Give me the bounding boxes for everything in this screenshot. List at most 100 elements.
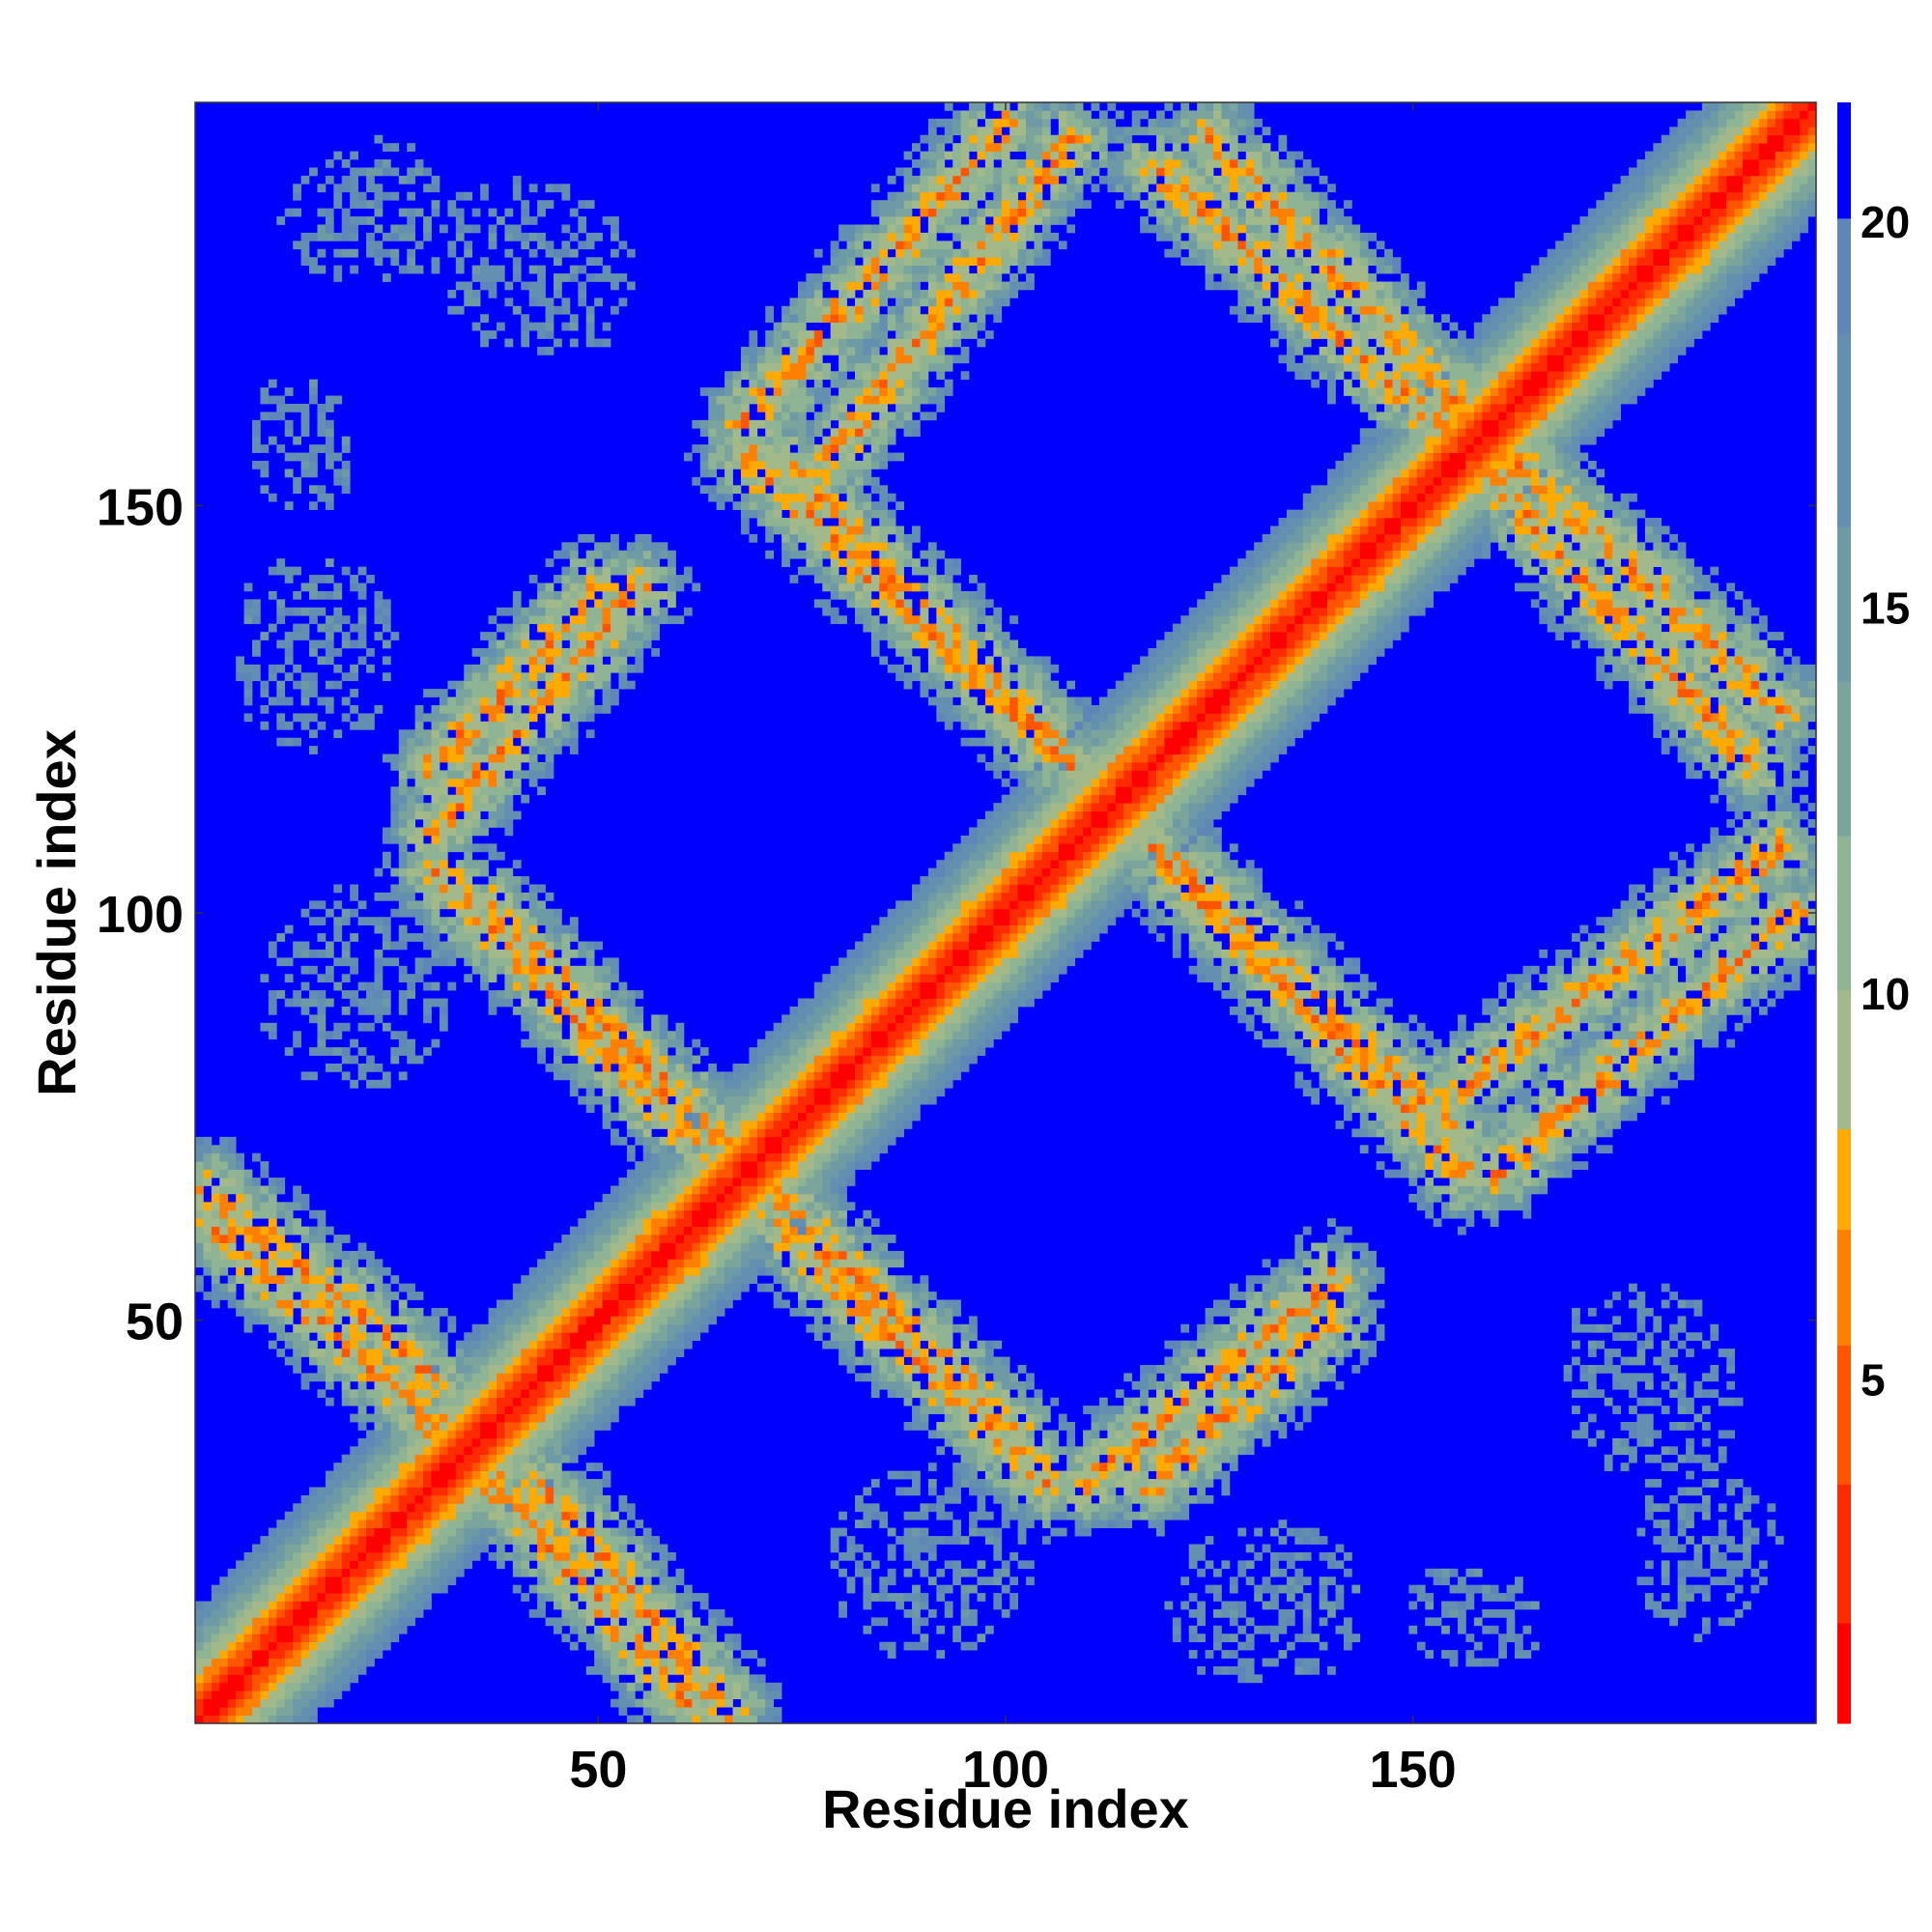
heatmap-cell xyxy=(521,1479,530,1488)
heatmap-cell xyxy=(447,1494,465,1504)
heatmap-cell xyxy=(545,1503,554,1513)
heatmap-cell xyxy=(1009,1487,1035,1496)
heatmap-cell xyxy=(708,1625,718,1634)
heatmap-cell xyxy=(659,1634,668,1643)
heatmap-cell xyxy=(1629,1430,1637,1439)
heatmap-cell xyxy=(1473,1071,1492,1081)
heatmap-cell xyxy=(1539,1121,1556,1129)
heatmap-cell xyxy=(528,1430,538,1439)
heatmap-cell xyxy=(618,1601,636,1610)
heatmap-cell xyxy=(1473,1169,1483,1179)
heatmap-cell xyxy=(635,1299,644,1309)
heatmap-cell xyxy=(1416,1022,1426,1032)
heatmap-cell xyxy=(1693,1389,1703,1399)
heatmap-cell xyxy=(912,1560,921,1570)
heatmap-cell xyxy=(806,1226,815,1236)
heatmap-cell xyxy=(268,1577,286,1586)
heatmap-cell xyxy=(952,1364,961,1374)
heatmap-cell xyxy=(545,1511,554,1520)
heatmap-cell xyxy=(993,1031,1003,1040)
heatmap-cell xyxy=(1547,1071,1564,1081)
heatmap-cell xyxy=(1677,1373,1687,1382)
heatmap-cell xyxy=(602,1218,611,1227)
heatmap-cell xyxy=(895,1332,913,1342)
heatmap-cell xyxy=(944,1601,953,1610)
heatmap-cell xyxy=(740,1218,766,1227)
heatmap-cell xyxy=(496,1307,514,1317)
heatmap-cell xyxy=(1098,1397,1108,1406)
heatmap-cell xyxy=(1180,1494,1198,1504)
heatmap-cell xyxy=(211,1185,220,1195)
heatmap-cell xyxy=(1416,1593,1426,1602)
heatmap-cell xyxy=(1335,1250,1345,1260)
heatmap-cell xyxy=(1522,1193,1532,1203)
heatmap-cell xyxy=(504,1430,514,1439)
heatmap-cell xyxy=(293,1568,301,1577)
heatmap-cell xyxy=(1677,1006,1687,1015)
heatmap-cell xyxy=(969,1568,978,1577)
heatmap-cell xyxy=(496,1406,505,1414)
heatmap-cell xyxy=(651,1071,660,1081)
heatmap-cell xyxy=(920,1527,929,1537)
heatmap-cell xyxy=(1376,1275,1385,1285)
heatmap-cell xyxy=(683,1063,693,1072)
heatmap-cell xyxy=(830,1095,839,1105)
heatmap-cell xyxy=(260,1307,270,1317)
heatmap-cell xyxy=(309,1536,318,1545)
heatmap-cell xyxy=(1254,1389,1263,1399)
heatmap-cell xyxy=(1041,1463,1051,1471)
heatmap-cell xyxy=(708,1218,718,1227)
heatmap-cell xyxy=(1408,1047,1418,1056)
heatmap-cell xyxy=(1563,1364,1573,1374)
heatmap-cell xyxy=(602,1292,619,1300)
heatmap-cell xyxy=(1107,1494,1117,1504)
heatmap-cell xyxy=(1180,1397,1190,1406)
heatmap-cell xyxy=(855,1006,864,1015)
heatmap-cell xyxy=(350,1266,359,1276)
heatmap-cell xyxy=(407,1307,416,1317)
heatmap-cell xyxy=(1572,1095,1589,1105)
heatmap-cell xyxy=(1319,1055,1328,1065)
heatmap-cell xyxy=(1416,1104,1442,1113)
heatmap-cell xyxy=(732,1121,742,1129)
heatmap-cell xyxy=(1172,1446,1181,1456)
heatmap-cell xyxy=(651,1715,676,1724)
heatmap-cell xyxy=(554,1601,562,1610)
heatmap-cell xyxy=(1457,1608,1466,1618)
heatmap-cell xyxy=(675,1690,685,1700)
heatmap-cell xyxy=(350,1316,359,1325)
heatmap-cell xyxy=(1180,1430,1198,1439)
heatmap-cell xyxy=(618,1364,628,1374)
heatmap-plot-area xyxy=(194,101,1817,1724)
heatmap-cell xyxy=(813,1323,823,1333)
heatmap-cell xyxy=(927,1551,937,1561)
heatmap-cell xyxy=(382,1340,391,1350)
heatmap-cell xyxy=(618,1625,636,1634)
heatmap-cell xyxy=(357,1503,367,1513)
heatmap-cell xyxy=(585,1373,603,1382)
heatmap-cell xyxy=(1587,1136,1597,1146)
heatmap-cell xyxy=(325,1283,334,1293)
heatmap-cell xyxy=(545,1299,554,1309)
heatmap-cell xyxy=(960,1406,970,1414)
heatmap-cell xyxy=(471,1397,481,1406)
heatmap-cell xyxy=(488,1380,497,1390)
heatmap-cell xyxy=(1433,1193,1442,1203)
heatmap-cell xyxy=(366,1463,384,1471)
heatmap-cell xyxy=(471,1544,489,1553)
heatmap-cell xyxy=(1302,1634,1312,1643)
heatmap-cell xyxy=(1286,1323,1312,1333)
heatmap-cell xyxy=(407,1584,424,1594)
heatmap-cell xyxy=(602,1266,611,1276)
heatmap-cell xyxy=(692,1185,701,1195)
heatmap-cell xyxy=(675,1608,685,1618)
heatmap-cell xyxy=(708,1178,718,1186)
heatmap-cell xyxy=(635,1095,644,1105)
heatmap-cell xyxy=(252,1674,270,1684)
heatmap-cell xyxy=(708,1715,725,1724)
heatmap-cell xyxy=(1205,1380,1214,1390)
heatmap-cell xyxy=(927,1323,953,1333)
heatmap-cell xyxy=(398,1601,408,1610)
heatmap-cell xyxy=(1669,1422,1679,1431)
heatmap-cell xyxy=(1515,1014,1523,1024)
